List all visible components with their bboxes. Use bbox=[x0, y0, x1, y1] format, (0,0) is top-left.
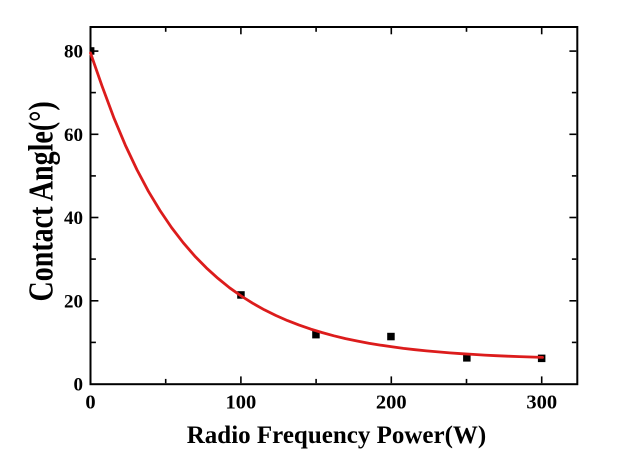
svg-text:100: 100 bbox=[226, 391, 257, 413]
svg-text:20: 20 bbox=[64, 291, 83, 312]
svg-text:300: 300 bbox=[526, 391, 557, 413]
svg-text:Radio Frequency Power(W): Radio Frequency Power(W) bbox=[187, 422, 487, 449]
svg-text:60: 60 bbox=[64, 125, 83, 146]
svg-text:0: 0 bbox=[74, 375, 84, 396]
svg-text:80: 80 bbox=[64, 42, 83, 63]
svg-text:40: 40 bbox=[64, 208, 83, 229]
svg-text:0: 0 bbox=[85, 391, 95, 413]
svg-text:200: 200 bbox=[376, 391, 407, 413]
svg-text:Contact Angle(°): Contact Angle(°) bbox=[22, 101, 61, 301]
